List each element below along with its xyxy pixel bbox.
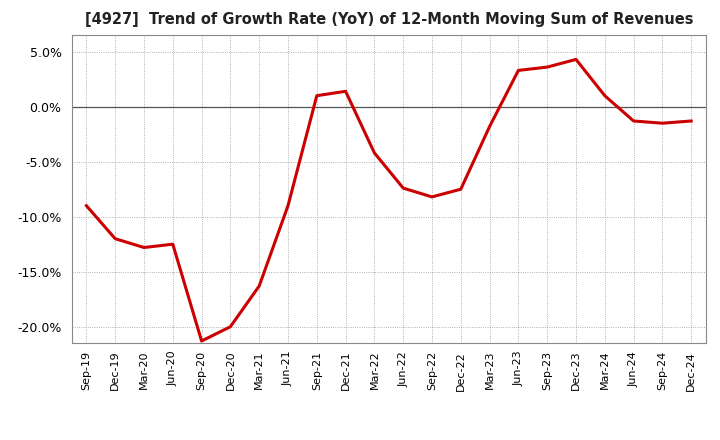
Title: [4927]  Trend of Growth Rate (YoY) of 12-Month Moving Sum of Revenues: [4927] Trend of Growth Rate (YoY) of 12-… (84, 12, 693, 27)
